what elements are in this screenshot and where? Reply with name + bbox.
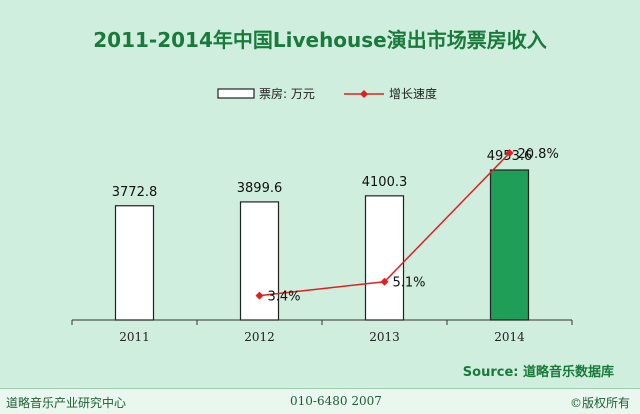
chart-title: 2011-2014年中国Livehouse演出市场票房收入: [93, 28, 547, 52]
bar-2011: [114, 205, 155, 321]
bar-2014: [489, 169, 530, 321]
bar-2012: [239, 201, 280, 321]
x-tick-label-2013: 2013: [369, 330, 400, 344]
bar-value-label-2011: 3772.8: [112, 185, 158, 200]
bar-value-label-2012: 3899.6: [237, 181, 283, 196]
growth-point-2012: [255, 291, 264, 300]
legend-bar-label: 票房: 万元: [259, 86, 315, 101]
source-note: Source: 道略音乐数据库: [462, 365, 614, 380]
growth-label-2013: 5.1%: [393, 276, 426, 291]
x-tick-label-2012: 2012: [244, 330, 275, 344]
footer-organization: 道略音乐产业研究中心: [6, 396, 127, 410]
footer-bar: 道略音乐产业研究中心 010-6480 2007 ©版权所有: [0, 388, 640, 414]
legend-line-label: 增长速度: [389, 86, 437, 101]
legend-line-marker: [360, 90, 368, 98]
growth-label-2014: 20.8%: [518, 147, 559, 162]
footer-copyright: ©版权所有: [569, 396, 630, 410]
x-tick-label-2011: 2011: [119, 330, 150, 344]
growth-point-2013: [380, 277, 389, 286]
growth-point-2014: [505, 149, 514, 157]
x-tick-label-2014: 2014: [494, 330, 525, 344]
growth-label-2012: 3.4%: [268, 290, 301, 305]
legend-bar-swatch: [217, 88, 255, 99]
bar-value-label-2013: 4100.3: [362, 175, 408, 190]
footer-phone: 010-6480 2007: [290, 394, 382, 408]
bar-2013: [364, 195, 405, 321]
